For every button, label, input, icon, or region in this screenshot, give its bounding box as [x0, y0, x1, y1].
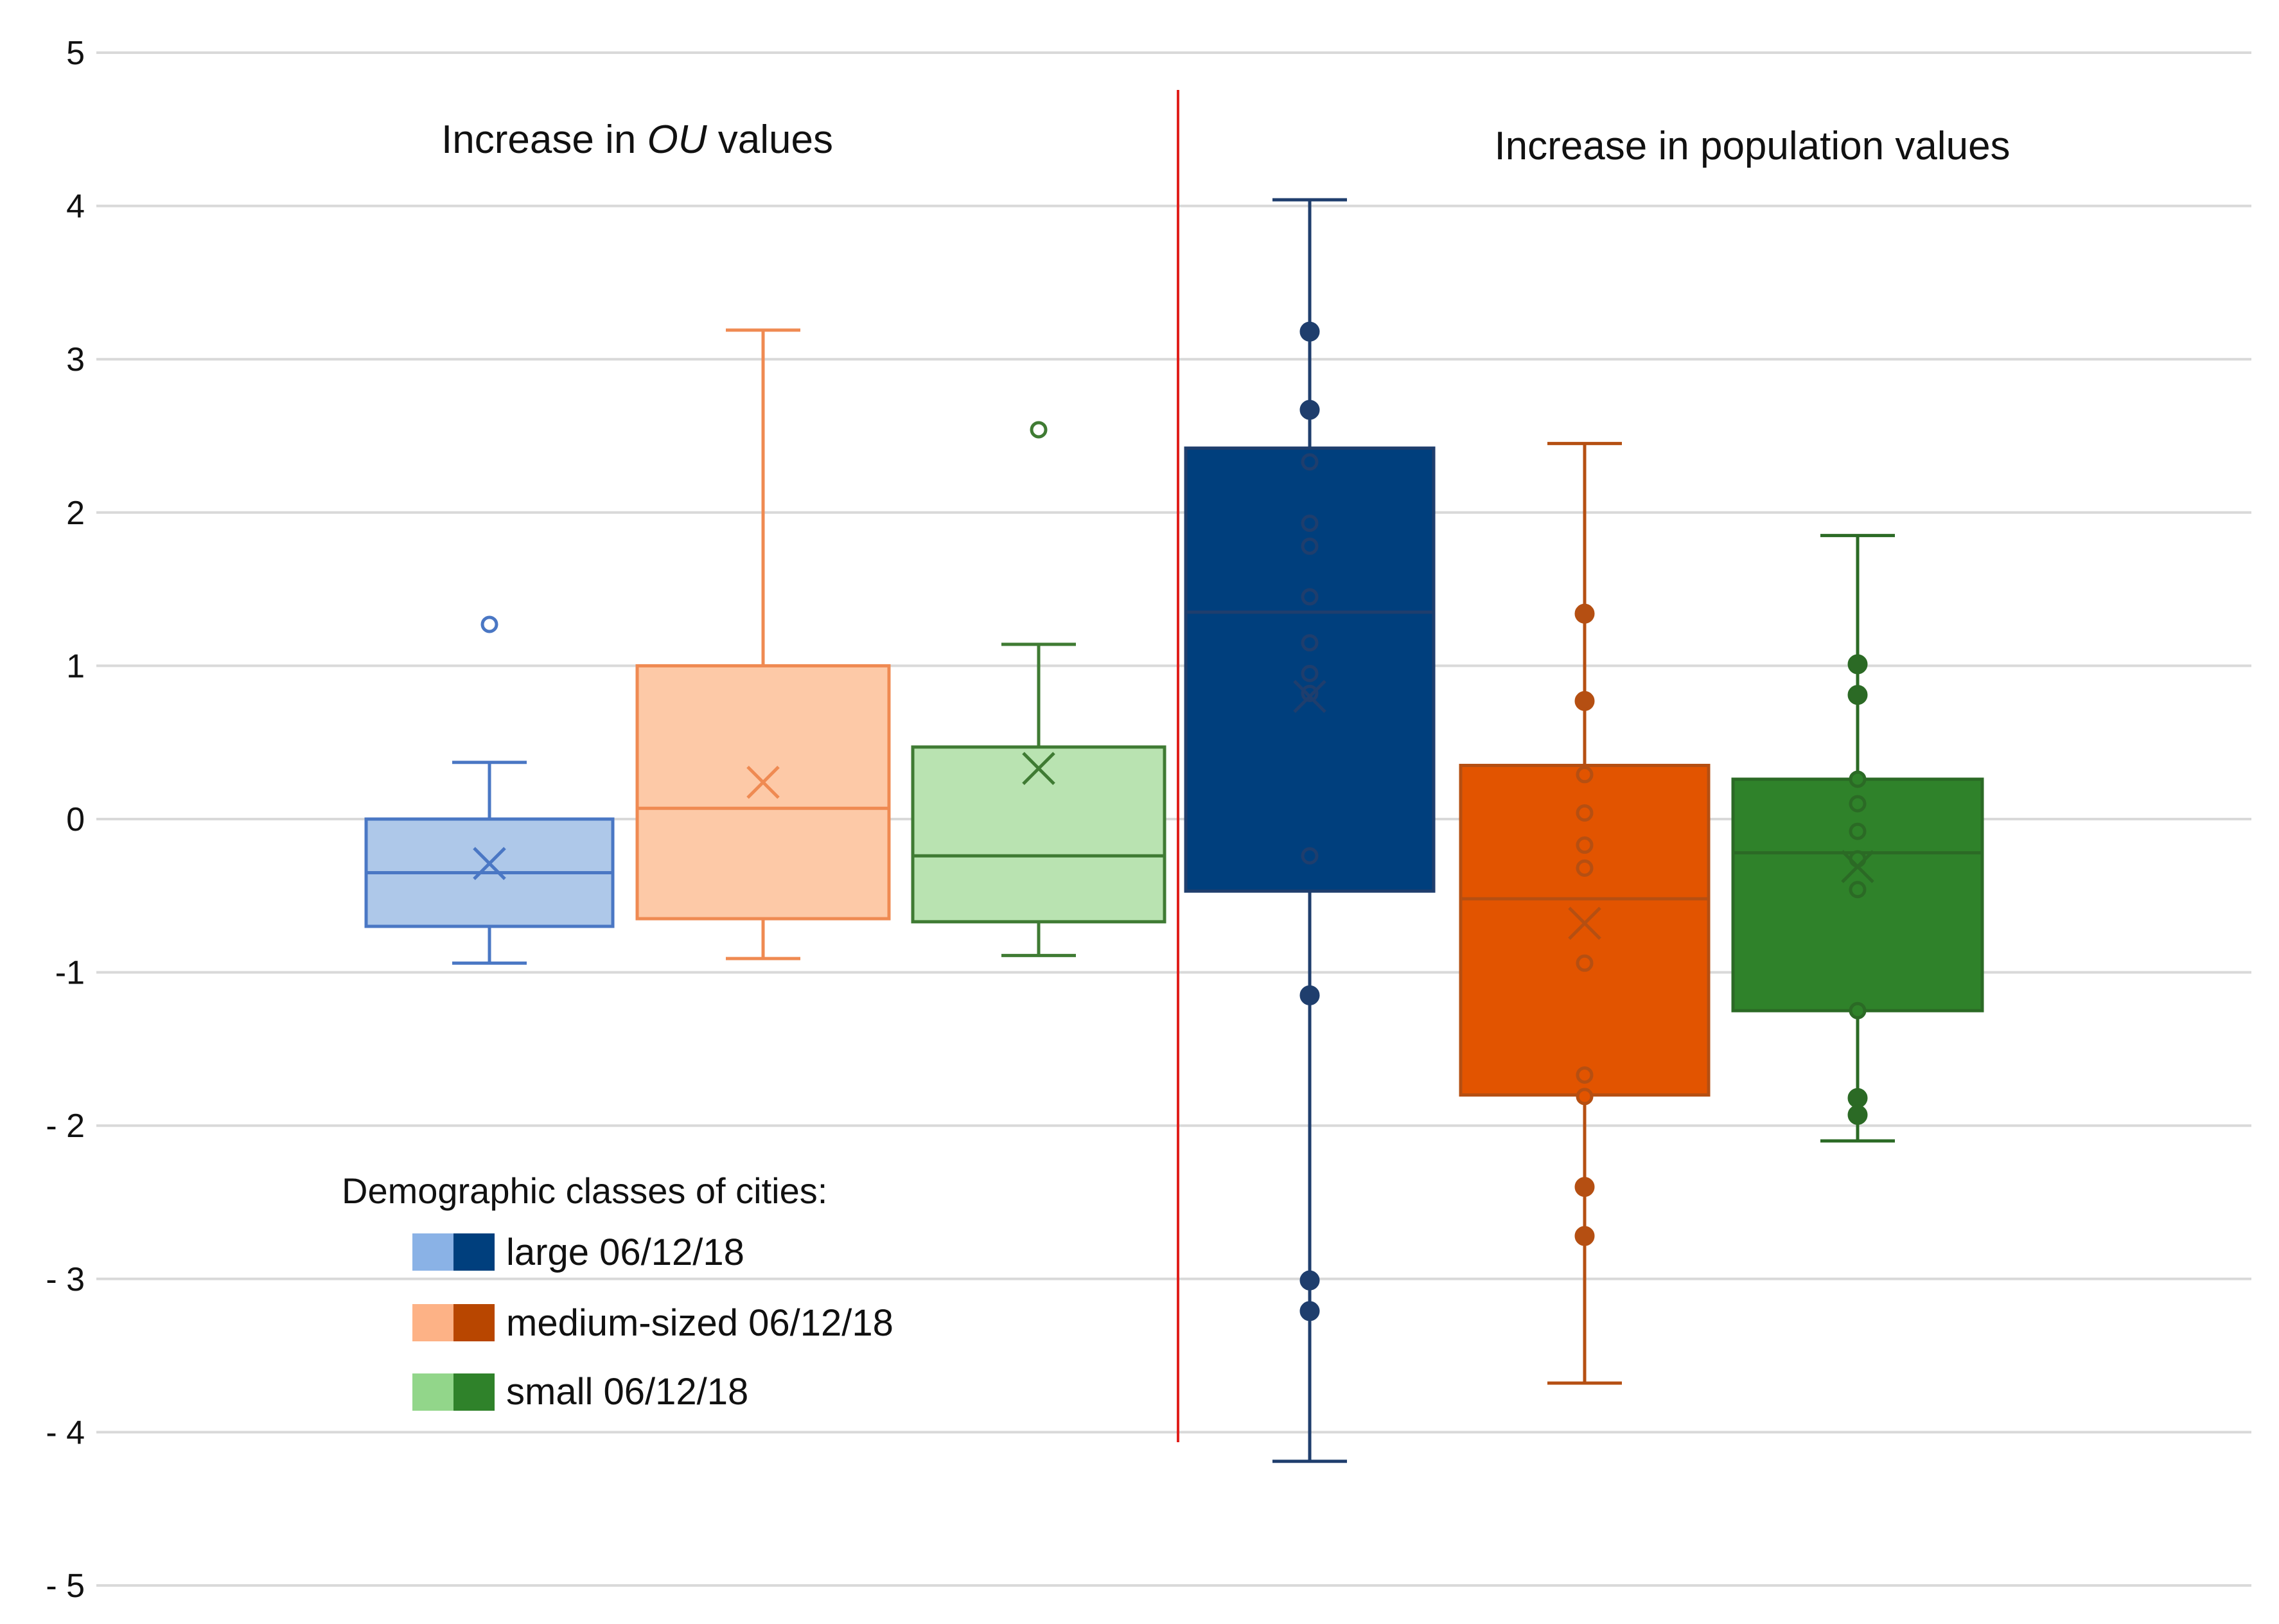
y-tick-label: - 3: [46, 1261, 85, 1298]
data-point: [1849, 1002, 1867, 1019]
box-ou-large: [364, 615, 615, 965]
legend-swatch-large-dark: [453, 1233, 495, 1271]
y-tick-label: 3: [66, 341, 85, 378]
y-tick-label: 1: [66, 648, 85, 685]
outlier-point: [1574, 1226, 1595, 1246]
data-point: [1301, 847, 1319, 865]
data-point: [1576, 1088, 1594, 1106]
panel-title-population: Increase in population values: [1494, 124, 2010, 168]
y-tick-label: - 2: [46, 1108, 85, 1145]
data-point: [1301, 537, 1319, 555]
box-population-small: [1731, 534, 1984, 1143]
y-tick-label: 0: [66, 801, 85, 838]
y-tick-label: -1: [55, 955, 85, 992]
y-tick-label: 4: [66, 188, 85, 225]
data-point: [1030, 421, 1048, 439]
data-point: [480, 615, 498, 633]
data-point: [1849, 770, 1867, 788]
legend-label-medium: medium-sized 06/12/18: [506, 1302, 893, 1344]
box-plots: [364, 198, 1984, 1463]
mean-marker: [1293, 680, 1326, 713]
data-point: [1576, 836, 1594, 854]
iqr-box: [911, 745, 1166, 924]
data-point: [1576, 859, 1594, 877]
data-point: [1576, 954, 1594, 972]
data-point: [1301, 588, 1319, 606]
data-point: [1576, 1066, 1594, 1084]
box-population-large: [1184, 198, 1436, 1463]
y-tick-label: - 5: [46, 1567, 85, 1605]
outlier-point: [1574, 691, 1595, 711]
box-ou-small: [911, 421, 1166, 957]
outlier-point: [1847, 1104, 1868, 1125]
outlier-point: [1847, 685, 1868, 705]
legend-title: Demographic classes of cities:: [342, 1170, 827, 1211]
outlier-point: [1299, 1270, 1320, 1291]
y-tick-label: 2: [66, 495, 85, 532]
outlier-point: [1847, 1088, 1868, 1108]
data-point: [1301, 453, 1319, 471]
box-ou-medium-sized: [635, 328, 891, 960]
y-axis-tick-labels: 5 4 3 2 1 0 -1 - 2 - 3 - 4 - 5: [46, 35, 85, 1605]
mean-marker: [746, 765, 780, 799]
outlier-point: [1299, 1301, 1320, 1321]
data-point: [1849, 881, 1867, 899]
mean-marker: [1568, 906, 1601, 940]
data-point: [1576, 804, 1594, 822]
data-point: [1301, 664, 1319, 682]
data-point: [1849, 822, 1867, 840]
legend-swatch-medium-dark: [453, 1304, 495, 1341]
data-point: [1301, 684, 1319, 702]
data-point: [1301, 634, 1319, 652]
mean-marker: [1022, 752, 1055, 786]
mean-marker: [473, 847, 506, 880]
y-tick-label: 5: [66, 35, 85, 72]
outlier-point: [1299, 400, 1320, 420]
y-tick-label: - 4: [46, 1414, 85, 1451]
box-population-medium-sized: [1459, 441, 1711, 1385]
outlier-point: [1299, 321, 1320, 342]
legend-swatch-small-dark: [453, 1373, 495, 1411]
outlier-point: [1574, 603, 1595, 624]
legend-swatch-small-light: [412, 1373, 453, 1411]
iqr-box: [635, 664, 891, 921]
legend-label-large: large 06/12/18: [506, 1231, 744, 1273]
outlier-point: [1574, 1177, 1595, 1197]
data-point: [1576, 766, 1594, 784]
legend-label-small: small 06/12/18: [506, 1371, 748, 1413]
mean-marker: [1841, 850, 1874, 883]
data-point: [1849, 795, 1867, 813]
legend: Demographic classes of cities: large 06/…: [342, 1170, 893, 1413]
data-point: [1301, 515, 1319, 533]
panel-title-ou: Increase in OU values: [441, 118, 833, 162]
legend-swatch-medium-light: [412, 1304, 453, 1341]
legend-swatch-large-light: [412, 1233, 453, 1271]
outlier-point: [1847, 654, 1868, 675]
outlier-point: [1299, 985, 1320, 1005]
